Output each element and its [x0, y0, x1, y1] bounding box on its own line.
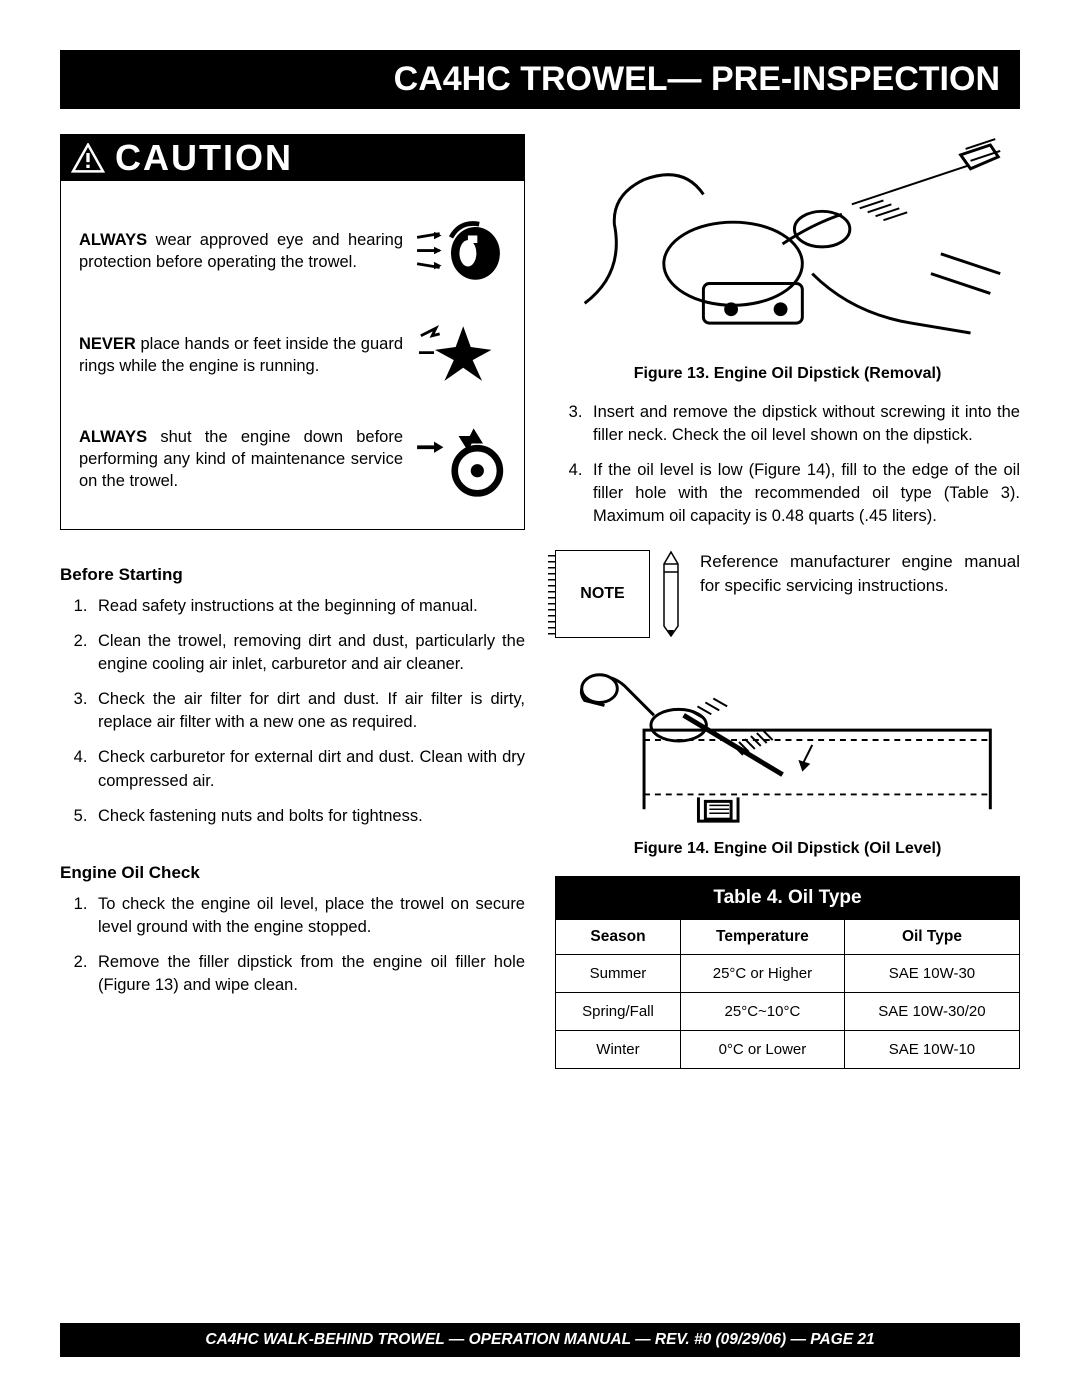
list-item: Clean the trowel, removing dirt and dust… [92, 630, 525, 676]
figure-14-wrap: Figure 14. Engine Oil Dipstick (Oil Leve… [555, 660, 1020, 858]
table-title: Table 4. Oil Type [556, 877, 1020, 920]
table-cell: SAE 10W-30 [844, 955, 1019, 993]
list-item: Check fastening nuts and bolts for tight… [92, 805, 525, 828]
table-col-header: Oil Type [844, 920, 1019, 955]
caution-box: CAUTION ALWAYS wear approved eye and hea… [60, 134, 525, 530]
list-item: Read safety instructions at the beginnin… [92, 595, 525, 618]
list-item: Check the air filter for dirt and dust. … [92, 688, 525, 734]
caution-text: ALWAYS wear approved eye and hearing pro… [79, 229, 403, 274]
caution-text: ALWAYS shut the engine down before perfo… [79, 426, 403, 493]
list-item: Remove the filler dipstick from the engi… [92, 951, 525, 997]
notepad-icon: NOTE [555, 550, 686, 638]
table-cell: Summer [556, 955, 681, 993]
page: CA4HC TROWEL— PRE-INSPECTION CAUTION ALW… [0, 0, 1080, 1397]
caution-header: CAUTION [61, 135, 524, 181]
figure-13-dipstick-removal-illustration [555, 134, 1020, 344]
engine-off-icon [411, 419, 506, 499]
oil-type-table: Table 4. Oil Type Season Temperature Oil… [555, 876, 1020, 1069]
table-row: Spring/Fall 25°C~10°C SAE 10W-30/20 [556, 993, 1020, 1031]
rotating-blades-icon [411, 315, 506, 395]
oil-check-list-continued: Insert and remove the dipstick without s… [555, 401, 1020, 528]
figure-14-caption: Figure 14. Engine Oil Dipstick (Oil Leve… [555, 840, 1020, 858]
oil-check-list: To check the engine oil level, place the… [60, 893, 525, 997]
figure-13-caption: Figure 13. Engine Oil Dipstick (Removal) [555, 365, 1020, 383]
figure-14-dipstick-oil-level-illustration [555, 660, 1020, 825]
pencil-icon [656, 550, 686, 638]
table-cell: 25°C or Higher [680, 955, 844, 993]
table-row: Winter 0°C or Lower SAE 10W-10 [556, 1031, 1020, 1069]
before-starting-heading: Before Starting [60, 565, 525, 585]
table-row: Summer 25°C or Higher SAE 10W-30 [556, 955, 1020, 993]
list-item: Check carburetor for external dirt and d… [92, 746, 525, 792]
table-cell: 25°C~10°C [680, 993, 844, 1031]
caution-body: ALWAYS wear approved eye and hearing pro… [61, 181, 524, 529]
before-starting-list: Read safety instructions at the beginnin… [60, 595, 525, 828]
table-col-header: Season [556, 920, 681, 955]
notepad-pad-icon: NOTE [555, 550, 650, 638]
table-col-header: Temperature [680, 920, 844, 955]
caution-text: NEVER place hands or feet inside the gua… [79, 333, 403, 378]
table-cell: Winter [556, 1031, 681, 1069]
warning-triangle-icon [71, 143, 105, 173]
footer-bar: CA4HC WALK-BEHIND TROWEL — OPERATION MAN… [60, 1323, 1020, 1357]
table-cell: SAE 10W-10 [844, 1031, 1019, 1069]
caution-label: CAUTION [115, 137, 293, 179]
left-column: CAUTION ALWAYS wear approved eye and hea… [60, 134, 525, 1069]
list-item: To check the engine oil level, place the… [92, 893, 525, 939]
content-columns: CAUTION ALWAYS wear approved eye and hea… [60, 134, 1020, 1069]
list-item: Insert and remove the dipstick without s… [587, 401, 1020, 447]
right-column: Figure 13. Engine Oil Dipstick (Removal)… [555, 134, 1020, 1069]
caution-row: ALWAYS shut the engine down before perfo… [61, 407, 524, 511]
table-cell: SAE 10W-30/20 [844, 993, 1019, 1031]
note-text: Reference manufacturer engine manual for… [700, 550, 1020, 597]
ppe-headphones-icon [411, 211, 506, 291]
oil-check-heading: Engine Oil Check [60, 863, 525, 883]
caution-row: ALWAYS wear approved eye and hearing pro… [61, 199, 524, 303]
note-label: NOTE [580, 585, 624, 603]
table-cell: 0°C or Lower [680, 1031, 844, 1069]
page-title-bar: CA4HC TROWEL— PRE-INSPECTION [60, 50, 1020, 109]
note-block: NOTE Reference manufacturer engine manua… [555, 550, 1020, 638]
table-cell: Spring/Fall [556, 993, 681, 1031]
list-item: If the oil level is low (Figure 14), fil… [587, 459, 1020, 528]
caution-row: NEVER place hands or feet inside the gua… [61, 303, 524, 407]
